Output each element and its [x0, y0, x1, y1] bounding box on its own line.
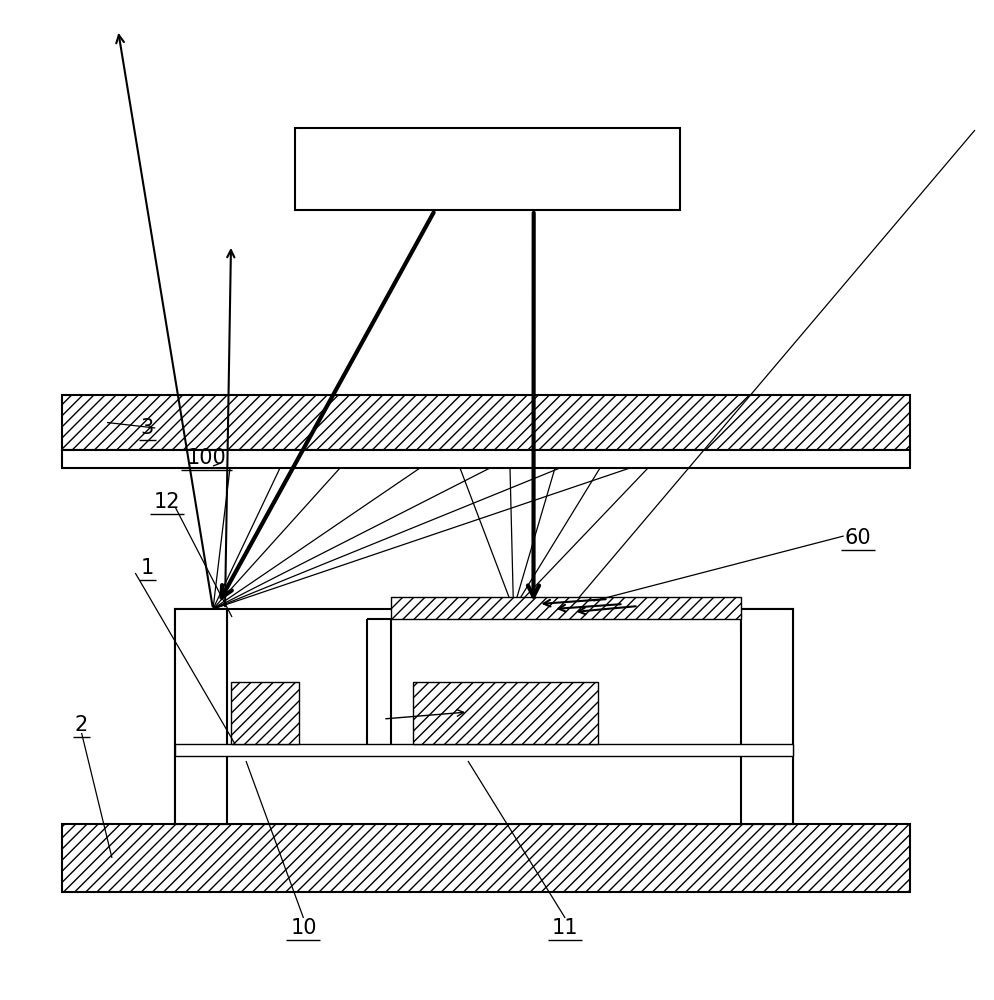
- Bar: [294, 128, 679, 210]
- Bar: [175, 609, 792, 824]
- Bar: [391, 597, 741, 619]
- Text: 100: 100: [187, 448, 227, 468]
- Bar: [62, 824, 910, 892]
- Text: 11: 11: [552, 918, 578, 938]
- Bar: [741, 609, 792, 824]
- Bar: [62, 450, 910, 468]
- Bar: [175, 609, 227, 824]
- Text: 10: 10: [290, 918, 316, 938]
- Text: 2: 2: [75, 715, 88, 735]
- Bar: [175, 744, 792, 756]
- Text: 12: 12: [154, 492, 180, 512]
- Bar: [413, 682, 597, 744]
- Text: 1: 1: [140, 558, 154, 578]
- Bar: [231, 682, 299, 744]
- Text: 3: 3: [140, 418, 154, 438]
- Bar: [62, 395, 910, 450]
- Text: 60: 60: [844, 528, 870, 548]
